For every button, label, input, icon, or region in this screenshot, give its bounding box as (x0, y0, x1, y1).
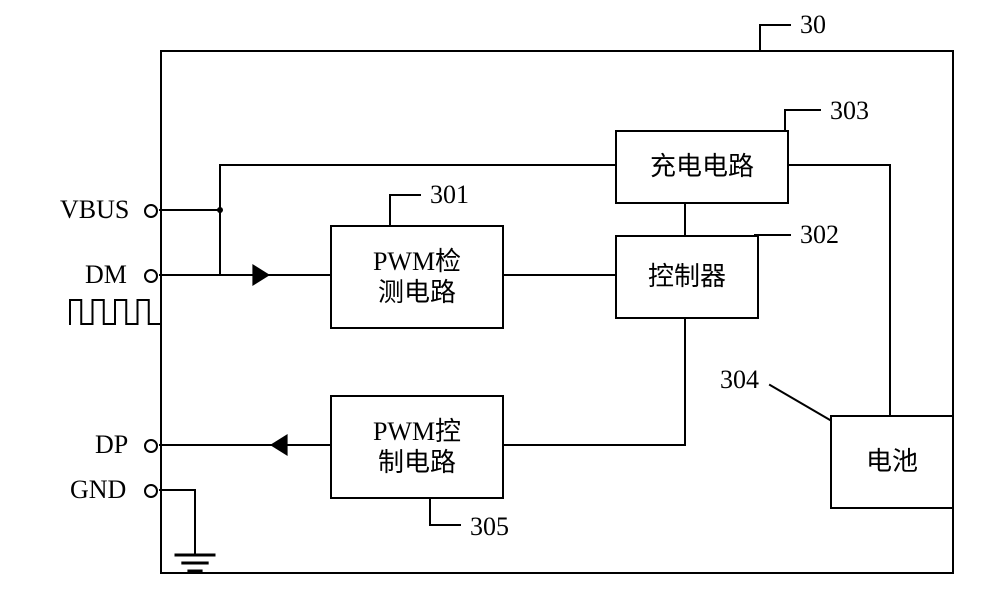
ref-r30: 30 (800, 10, 826, 40)
pin-label-dm: DM (85, 260, 127, 290)
ref-r303: 303 (830, 96, 869, 126)
block-b305: PWM控制电路 (330, 395, 504, 499)
ref-r301: 301 (430, 180, 469, 210)
ref-r302: 302 (800, 220, 839, 250)
block-b301: PWM检测电路 (330, 225, 504, 329)
pin-dp (144, 439, 158, 453)
block-b304: 电池 (830, 415, 954, 509)
ref-r304: 304 (720, 365, 759, 395)
block-b303: 充电电路 (615, 130, 789, 204)
pin-label-gnd: GND (70, 475, 126, 505)
pin-dm (144, 269, 158, 283)
block-b302: 控制器 (615, 235, 759, 319)
pin-label-vbus: VBUS (60, 195, 129, 225)
pin-vbus (144, 204, 158, 218)
ref-r305: 305 (470, 512, 509, 542)
pin-gnd (144, 484, 158, 498)
pin-label-dp: DP (95, 430, 128, 460)
